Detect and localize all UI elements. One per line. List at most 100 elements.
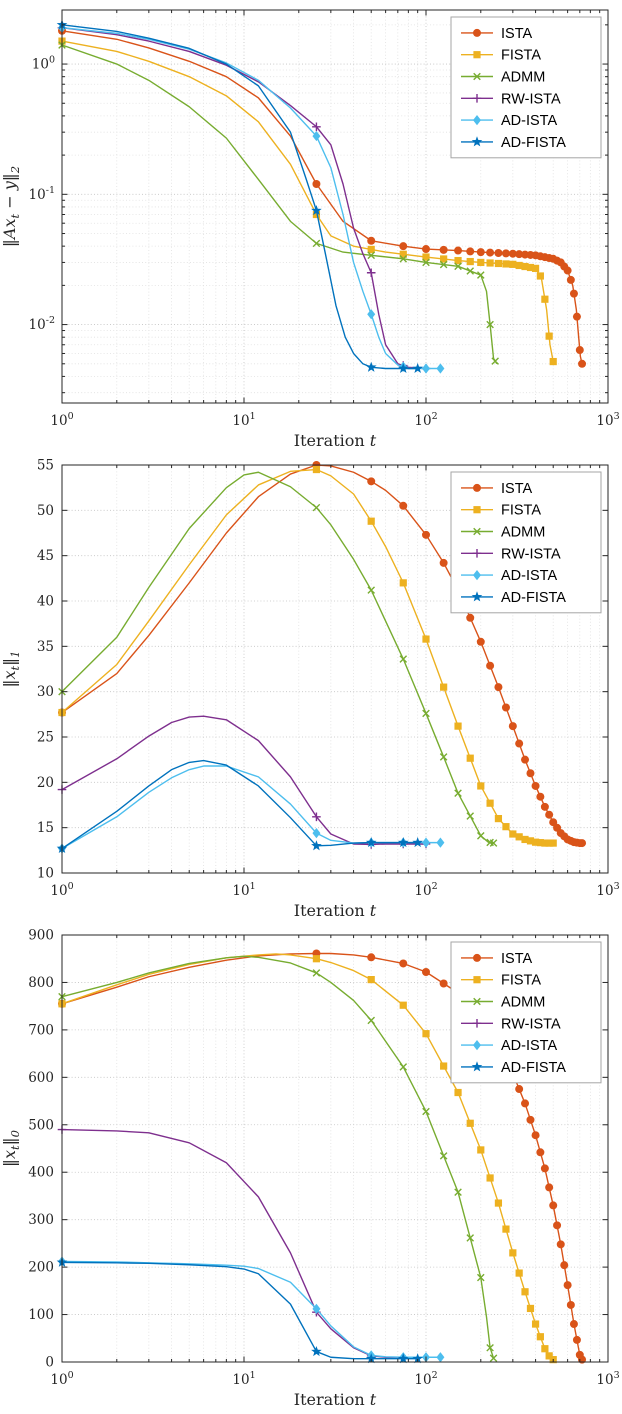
square-marker [531,838,540,846]
y-tick-label: 40 [37,594,54,610]
circle-marker [563,1281,572,1290]
circle-marker [531,1131,540,1140]
x-tick-label: 100 [50,1370,73,1388]
diamond-marker [473,1040,481,1051]
y-tick-label: 500 [28,1117,54,1133]
legend-label-ADMM: ADMM [501,525,545,541]
y-tick-label: 30 [37,684,54,700]
plus-marker [312,812,321,822]
diamond-marker [312,130,321,142]
x-marker [473,72,481,81]
y-tick-label: 15 [37,820,54,836]
circle-marker [399,959,408,968]
series-group [56,19,587,374]
legend-label-ADMM: ADMM [501,995,545,1011]
square-marker [367,975,375,984]
square-marker [502,1225,510,1233]
circle-marker [536,792,545,801]
diamond-marker [367,309,376,320]
square-marker [541,839,549,847]
residual-norm-svg: 100 101 102 103 100 10-1 10-2 Iteration t ‖Axt −… [0,9,620,450]
y-tick-label: 600 [28,1070,54,1086]
square-marker [440,1062,448,1070]
circle-marker [439,558,448,567]
x-tick-label: 102 [414,881,437,899]
series-group [56,461,587,854]
square-marker [422,253,430,261]
x-marker [454,1188,462,1196]
square-marker [545,332,553,340]
diamond-marker [312,1303,321,1314]
square-marker [536,1333,544,1341]
square-marker [549,839,557,847]
diamond-marker [436,1352,445,1363]
x-tick-label: 101 [232,411,255,429]
star-marker [365,361,377,372]
x-marker [466,1234,475,1242]
square-marker [312,465,321,474]
square-marker [399,250,407,258]
square-marker [502,260,510,268]
square-marker [549,357,557,366]
square-marker [536,272,544,280]
y-tick-label: 35 [37,639,54,655]
square-marker [541,295,549,303]
series-line-AD-ISTA [61,765,441,850]
square-marker [466,1119,474,1127]
square-marker [509,830,517,838]
square-marker [477,1146,485,1154]
legend-label-FISTA: FISTA [501,973,541,989]
x-marker [466,812,475,820]
x-marker [473,997,481,1006]
star-marker [471,136,483,147]
x-marker [439,260,448,269]
series-markers-AD-ISTA [58,1256,445,1363]
square-marker [477,782,485,790]
square-marker [526,1304,535,1313]
diamond-marker [422,363,430,374]
chart-l1-norm: 100 101 102 103 10 15 20 25 30 35 40 45 50 55 Iteratio… [0,455,622,925]
x-axis-label: Iteration t [294,901,377,920]
plus-marker [312,122,321,132]
x-marker [489,1354,498,1362]
circle-marker [494,683,503,692]
series-markers-ISTA [58,26,587,368]
circle-marker [572,1335,581,1344]
square-marker [454,1088,462,1097]
circle-marker [536,1148,545,1157]
star-marker [397,837,409,848]
y-axis-label: ‖Axt − y‖2 [0,166,22,247]
circle-marker [476,637,485,646]
star-marker [311,1345,322,1357]
square-marker [509,260,517,268]
circle-marker [454,246,463,255]
legend-label-FISTA: FISTA [501,48,541,64]
square-marker [422,635,430,643]
y-tick-label: 300 [28,1212,54,1228]
circle-marker [569,289,578,298]
circle-marker [515,250,524,259]
circle-marker [501,703,510,712]
legend-label-RW-ISTA: RW-ISTA [501,546,561,562]
chart-residual-norm: 100 101 102 103 100 10-1 10-2 Iteration t ‖Axt −… [0,0,622,455]
square-marker [312,955,321,963]
x-tick-label: 102 [414,411,437,429]
x-marker [466,267,475,275]
y-tick-label: 0 [45,1355,54,1371]
axes-box [61,464,609,874]
circle-marker [531,781,540,790]
circle-marker [422,245,430,254]
x-tick-label: 101 [232,881,255,899]
square-marker [486,799,494,807]
series-line-RW-ISTA [61,27,427,370]
square-marker [502,823,510,831]
circle-marker [553,1221,562,1230]
legend-label-ADMM: ADMM [501,70,545,86]
legend-box [450,941,602,1084]
star-marker [471,591,483,602]
tick-marks [61,934,609,1363]
circle-marker [563,266,572,275]
square-marker [536,839,544,847]
diamond-marker [312,828,321,839]
circle-marker [560,1261,569,1270]
